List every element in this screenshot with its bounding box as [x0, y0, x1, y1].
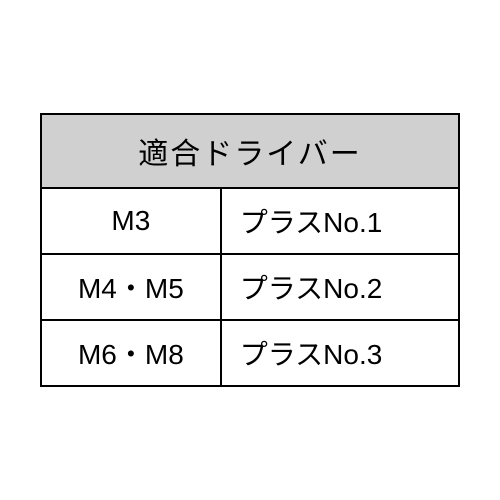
size-cell: M4・M5	[41, 254, 221, 320]
table-header-row: 適合ドライバー	[41, 114, 459, 188]
driver-spec-table-container: 適合ドライバー M3 プラスNo.1 M4・M5 プラスNo.2 M6・M8 プ…	[40, 113, 460, 387]
driver-cell: プラスNo.3	[221, 320, 459, 386]
size-cell: M6・M8	[41, 320, 221, 386]
table-row: M3 プラスNo.1	[41, 188, 459, 254]
driver-cell: プラスNo.1	[221, 188, 459, 254]
driver-cell: プラスNo.2	[221, 254, 459, 320]
table-row: M6・M8 プラスNo.3	[41, 320, 459, 386]
size-cell: M3	[41, 188, 221, 254]
table-header: 適合ドライバー	[41, 114, 459, 188]
table-row: M4・M5 プラスNo.2	[41, 254, 459, 320]
driver-spec-table: 適合ドライバー M3 プラスNo.1 M4・M5 プラスNo.2 M6・M8 プ…	[40, 113, 460, 387]
